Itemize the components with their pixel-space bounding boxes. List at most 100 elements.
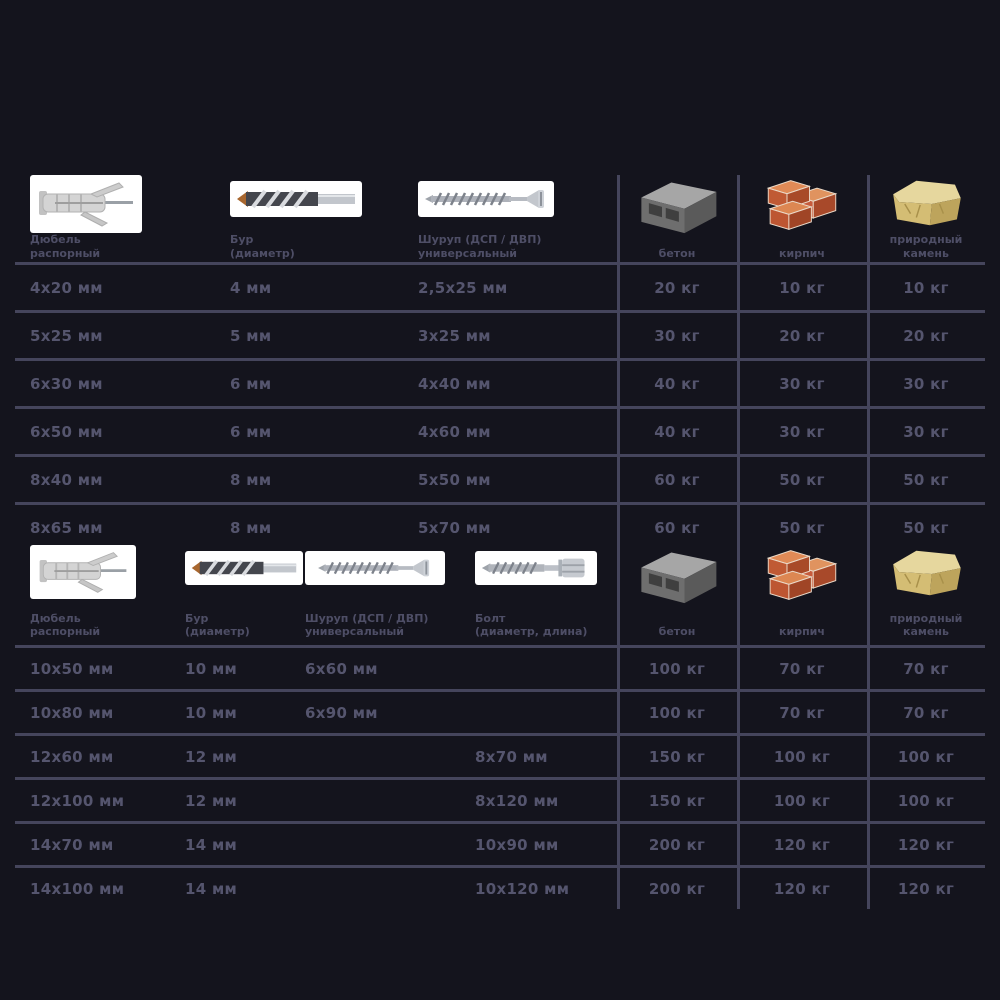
lag-bolt-photo (475, 551, 597, 585)
drill-diameter: 8 мм (230, 470, 272, 489)
column-header-label: кирпич (779, 246, 825, 260)
dowel-size: 12x100 мм (30, 791, 125, 810)
bolt-size: 10x90 мм (475, 835, 559, 854)
natural-stone-icon (887, 175, 965, 231)
drill-diameter: 12 мм (185, 747, 238, 766)
table-body: 10x50 мм 10 мм 6x60 мм 100 кг 70 кг 70 кг 10x8… (0, 645, 1000, 909)
stone-load: 30 кг (903, 422, 949, 441)
drill-bit-photo (230, 181, 362, 217)
concrete-load: 200 кг (648, 835, 706, 854)
concrete-load: 60 кг (654, 470, 700, 489)
concrete-load: 20 кг (654, 278, 700, 297)
concrete-load: 40 кг (654, 374, 700, 393)
table-row: 6x50 мм 6 мм 4x60 мм 40 кг 30 кг 30 кг (15, 406, 985, 454)
table-row: 5x25 мм 5 мм 3x25 мм 30 кг 20 кг 20 кг (15, 310, 985, 358)
column-header-label: Шуруп (ДСП / ДВП) универсальный (418, 233, 542, 260)
table-row: 8x40 мм 8 мм 5x50 мм 60 кг 50 кг 50 кг (15, 454, 985, 502)
brick-load: 30 кг (779, 422, 825, 441)
table-row: 14x100 мм 14 мм 10x120 мм 200 кг 120 кг 120 к… (15, 865, 985, 909)
screw-size: 2,5x25 мм (418, 278, 508, 297)
drill-diameter: 6 мм (230, 374, 272, 393)
screw-size: 3x25 мм (418, 326, 491, 345)
brick-icon (762, 545, 842, 605)
column-divider (617, 175, 620, 550)
column-header-label: природный камень (889, 611, 963, 639)
brick-load: 70 кг (779, 703, 825, 722)
brick-load: 100 кг (773, 747, 831, 766)
brick-load: 30 кг (779, 374, 825, 393)
column-header-screw: Шуруп (ДСП / ДВП) универсальный (418, 175, 617, 267)
column-header-label: Бур (диаметр) (230, 233, 295, 260)
stone-load: 100 кг (897, 747, 955, 766)
column-header-concrete: бетон (617, 545, 737, 645)
column-header-label: Бур (диаметр) (185, 611, 250, 639)
column-header-label: бетон (658, 625, 696, 639)
table-header: Дюбель распорный Бур (диаметр) (15, 545, 985, 645)
stone-load: 20 кг (903, 326, 949, 345)
brick-load: 10 кг (779, 278, 825, 297)
table-header: Дюбель распорный Бур (диаметр) (15, 175, 985, 262)
table-row: 4x20 мм 4 мм 2,5x25 мм 20 кг 10 кг 10 кг (15, 262, 985, 310)
drill-diameter: 14 мм (185, 879, 238, 898)
column-header-stone: природный камень (867, 545, 985, 645)
table-row: 14x70 мм 14 мм 10x90 мм 200 кг 120 кг 120 кг (15, 821, 985, 865)
table-row: 6x30 мм 6 мм 4x40 мм 40 кг 30 кг 30 кг (15, 358, 985, 406)
column-header-dowel: Дюбель распорный (15, 175, 230, 267)
concrete-load: 30 кг (654, 326, 700, 345)
load-table-large-dowels: Дюбель распорный Бур (диаметр) (0, 545, 1000, 909)
concrete-block-icon (633, 175, 721, 235)
load-table-small-dowels: Дюбель распорный Бур (диаметр) (0, 175, 1000, 550)
brick-icon (762, 175, 842, 235)
screw-size: 6x60 мм (305, 659, 378, 678)
brick-load: 20 кг (779, 326, 825, 345)
drill-diameter: 8 мм (230, 518, 272, 537)
drill-diameter: 14 мм (185, 835, 238, 854)
dowel-size: 14x70 мм (30, 835, 114, 854)
dowel-size: 14x100 мм (30, 879, 125, 898)
stone-load: 70 кг (903, 703, 949, 722)
stone-load: 50 кг (903, 470, 949, 489)
drill-diameter: 12 мм (185, 791, 238, 810)
bolt-size: 8x120 мм (475, 791, 559, 810)
stone-load: 120 кг (897, 835, 955, 854)
dowel-photo (30, 545, 136, 599)
screw-size: 6x90 мм (305, 703, 378, 722)
column-header-label: Болт (диаметр, длина) (475, 611, 588, 639)
brick-load: 120 кг (773, 835, 831, 854)
concrete-load: 40 кг (654, 422, 700, 441)
column-divider (737, 175, 740, 550)
table-row: 12x100 мм 12 мм 8x120 мм 150 кг 100 кг 100 кг (15, 777, 985, 821)
column-header-label: природный камень (889, 233, 963, 260)
dowel-size: 10x80 мм (30, 703, 114, 722)
column-divider (737, 545, 740, 909)
universal-screw-photo (418, 181, 554, 217)
stone-load: 30 кг (903, 374, 949, 393)
dowel-size: 5x25 мм (30, 326, 103, 345)
screw-size: 5x70 мм (418, 518, 491, 537)
column-header-dowel: Дюбель распорный (15, 545, 185, 645)
column-header-drill: Бур (диаметр) (230, 175, 418, 267)
drill-diameter: 10 мм (185, 703, 238, 722)
screw-size: 5x50 мм (418, 470, 491, 489)
table-row: 12x60 мм 12 мм 8x70 мм 150 кг 100 кг 100 кг (15, 733, 985, 777)
screw-size: 4x60 мм (418, 422, 491, 441)
brick-load: 50 кг (779, 518, 825, 537)
stone-load: 70 кг (903, 659, 949, 678)
column-header-label: бетон (658, 246, 696, 260)
dowel-size: 10x50 мм (30, 659, 114, 678)
column-header-stone: природный камень (867, 175, 985, 267)
concrete-load: 100 кг (648, 659, 706, 678)
universal-screw-photo (305, 551, 445, 585)
column-divider (867, 175, 870, 550)
screw-size: 4x40 мм (418, 374, 491, 393)
column-header-screw: Шуруп (ДСП / ДВП) универсальный (305, 545, 475, 645)
table-row: 10x80 мм 10 мм 6x90 мм 100 кг 70 кг 70 кг (15, 689, 985, 733)
table-body: 4x20 мм 4 мм 2,5x25 мм 20 кг 10 кг 10 кг 5x25 … (0, 262, 1000, 550)
dowel-size: 8x40 мм (30, 470, 103, 489)
column-header-label: Дюбель распорный (30, 233, 101, 260)
stone-load: 10 кг (903, 278, 949, 297)
concrete-load: 200 кг (648, 879, 706, 898)
dowel-size: 6x30 мм (30, 374, 103, 393)
concrete-load: 150 кг (648, 791, 706, 810)
